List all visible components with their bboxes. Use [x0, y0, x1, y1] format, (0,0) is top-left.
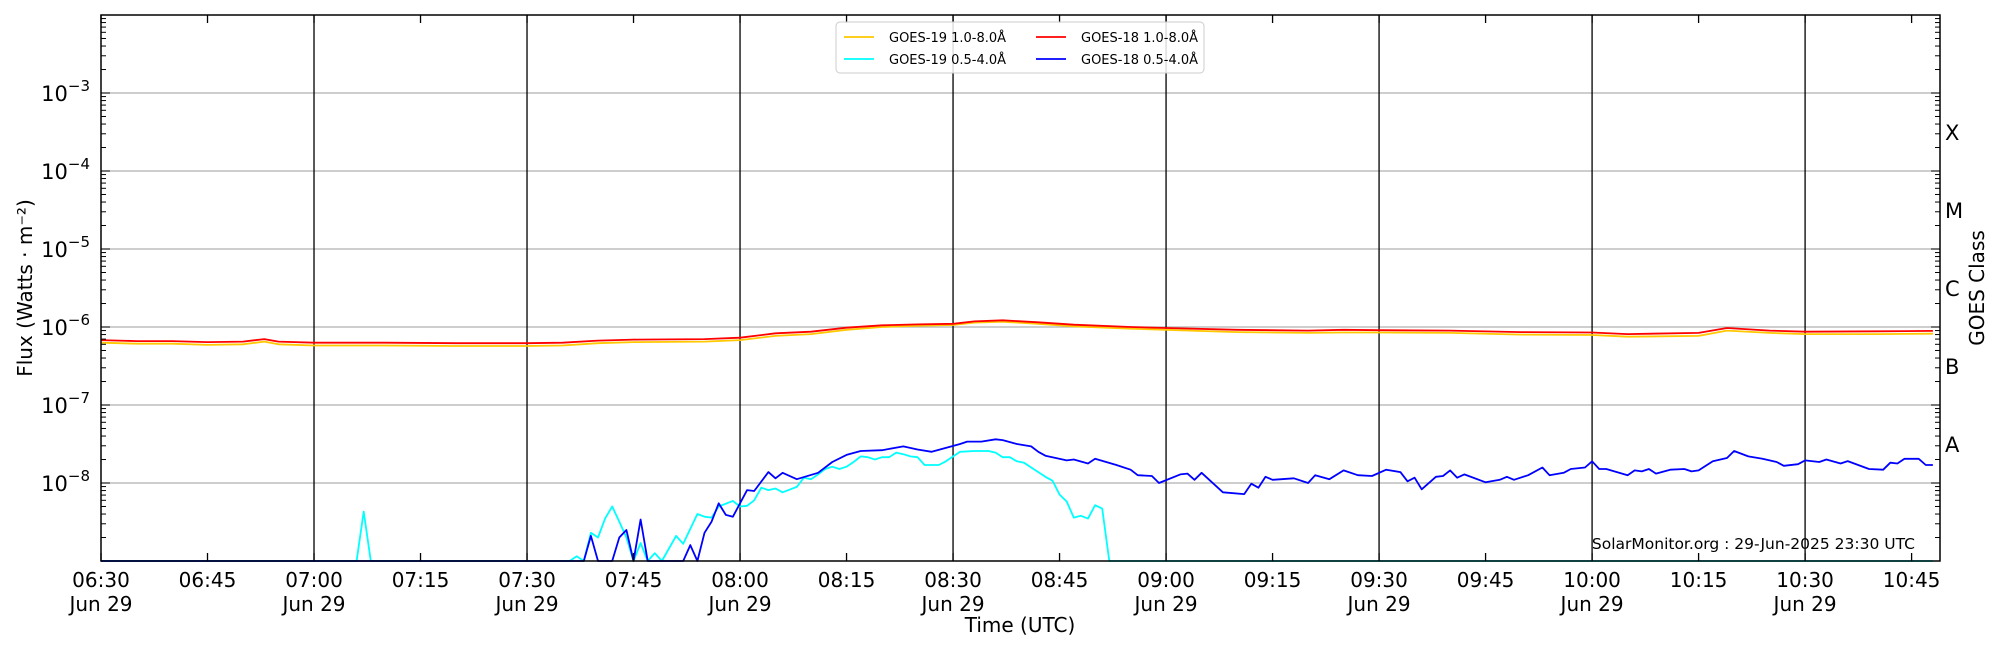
y-tick-base: 10: [41, 82, 68, 106]
y-axis-right-label: GOES Class: [1965, 230, 1989, 346]
y-tick-label: 10−6: [41, 311, 90, 340]
goes-class-label: M: [1945, 199, 1963, 223]
series-line-0: [100, 320, 1933, 347]
x-tick-date-label: Jun 29: [920, 592, 985, 616]
y-axis-label: Flux (Watts · m⁻²): [13, 199, 37, 377]
y-tick-label: 10−5: [41, 233, 90, 262]
x-tick-label: 08:30: [924, 568, 982, 592]
x-tick-label: 09:30: [1350, 568, 1408, 592]
x-tick-label: 09:45: [1457, 568, 1515, 592]
goes-class-label: C: [1945, 277, 1960, 301]
x-tick-label: 07:30: [498, 568, 556, 592]
y-tick-label: 10−8: [41, 467, 90, 496]
x-tick-date-label: Jun 29: [280, 592, 345, 616]
legend-entry: GOES-18 1.0-8.0Å: [1081, 30, 1198, 46]
y-tick-label: 10−4: [41, 155, 90, 184]
x-tick-label: 07:00: [285, 568, 343, 592]
y-tick-exponent: −6: [68, 311, 90, 329]
x-tick-label: 10:30: [1776, 568, 1834, 592]
x-tick-label: 08:00: [711, 568, 769, 592]
x-tick-date-label: Jun 29: [67, 592, 132, 616]
y-tick-base: 10: [41, 238, 68, 262]
x-tick-date-label: Jun 29: [707, 592, 772, 616]
y-tick-base: 10: [41, 316, 68, 340]
plot-frame: [100, 14, 1941, 562]
x-tick-label: 06:45: [179, 568, 237, 592]
goes-class-label: X: [1945, 121, 1959, 145]
legend: GOES-19 1.0-8.0Å GOES-19 0.5-4.0Å GOES-18 …: [835, 21, 1205, 74]
x-tick-date-label: Jun 29: [1559, 592, 1624, 616]
series-line-1: [100, 319, 1933, 345]
y-tick-base: 10: [41, 472, 68, 496]
y-tick-base: 10: [41, 394, 68, 418]
y-tick-exponent: −3: [68, 77, 90, 95]
x-tick-label: 06:30: [72, 568, 130, 592]
series-lines: [100, 319, 1933, 562]
x-tick-label: 10:45: [1883, 568, 1941, 592]
watermark-annotation: SolarMonitor.org : 29-Jun-2025 23:30 UTC: [1592, 535, 1915, 553]
x-tick-label: 10:00: [1563, 568, 1621, 592]
legend-entry: GOES-19 1.0-8.0Å: [889, 30, 1006, 46]
legend-box: [835, 21, 1205, 74]
series-line-3: [101, 438, 1933, 562]
x-tick-label: 08:45: [1031, 568, 1089, 592]
y-tick-exponent: −4: [68, 155, 90, 173]
x-tick-date-label: Jun 29: [493, 592, 558, 616]
x-tick-label: 08:15: [818, 568, 876, 592]
goes-class-label: A: [1945, 433, 1960, 457]
x-tick-label: 09:15: [1244, 568, 1302, 592]
y-tick-base: 10: [41, 160, 68, 184]
x-tick-label: 07:15: [392, 568, 450, 592]
legend-entry: GOES-19 0.5-4.0Å: [889, 52, 1006, 68]
series-line-2: [101, 450, 1933, 562]
x-tick-label: 09:00: [1137, 568, 1195, 592]
goes-class-label: B: [1945, 355, 1959, 379]
x-tick-date-label: Jun 29: [1133, 592, 1198, 616]
grid-lines: [101, 15, 1940, 561]
x-axis-label: Time (UTC): [964, 613, 1076, 637]
x-tick-label: 07:45: [605, 568, 663, 592]
legend-entry: GOES-18 0.5-4.0Å: [1081, 52, 1198, 68]
y-tick-exponent: −5: [68, 233, 90, 251]
y-tick-label: 10−7: [41, 389, 90, 418]
x-tick-date-label: Jun 29: [1772, 592, 1837, 616]
x-tick-date-label: Jun 29: [1346, 592, 1411, 616]
y-tick-label: 10−3: [41, 77, 90, 106]
y-tick-exponent: −8: [68, 467, 90, 485]
x-tick-label: 10:15: [1670, 568, 1728, 592]
y-tick-exponent: −7: [68, 389, 90, 407]
